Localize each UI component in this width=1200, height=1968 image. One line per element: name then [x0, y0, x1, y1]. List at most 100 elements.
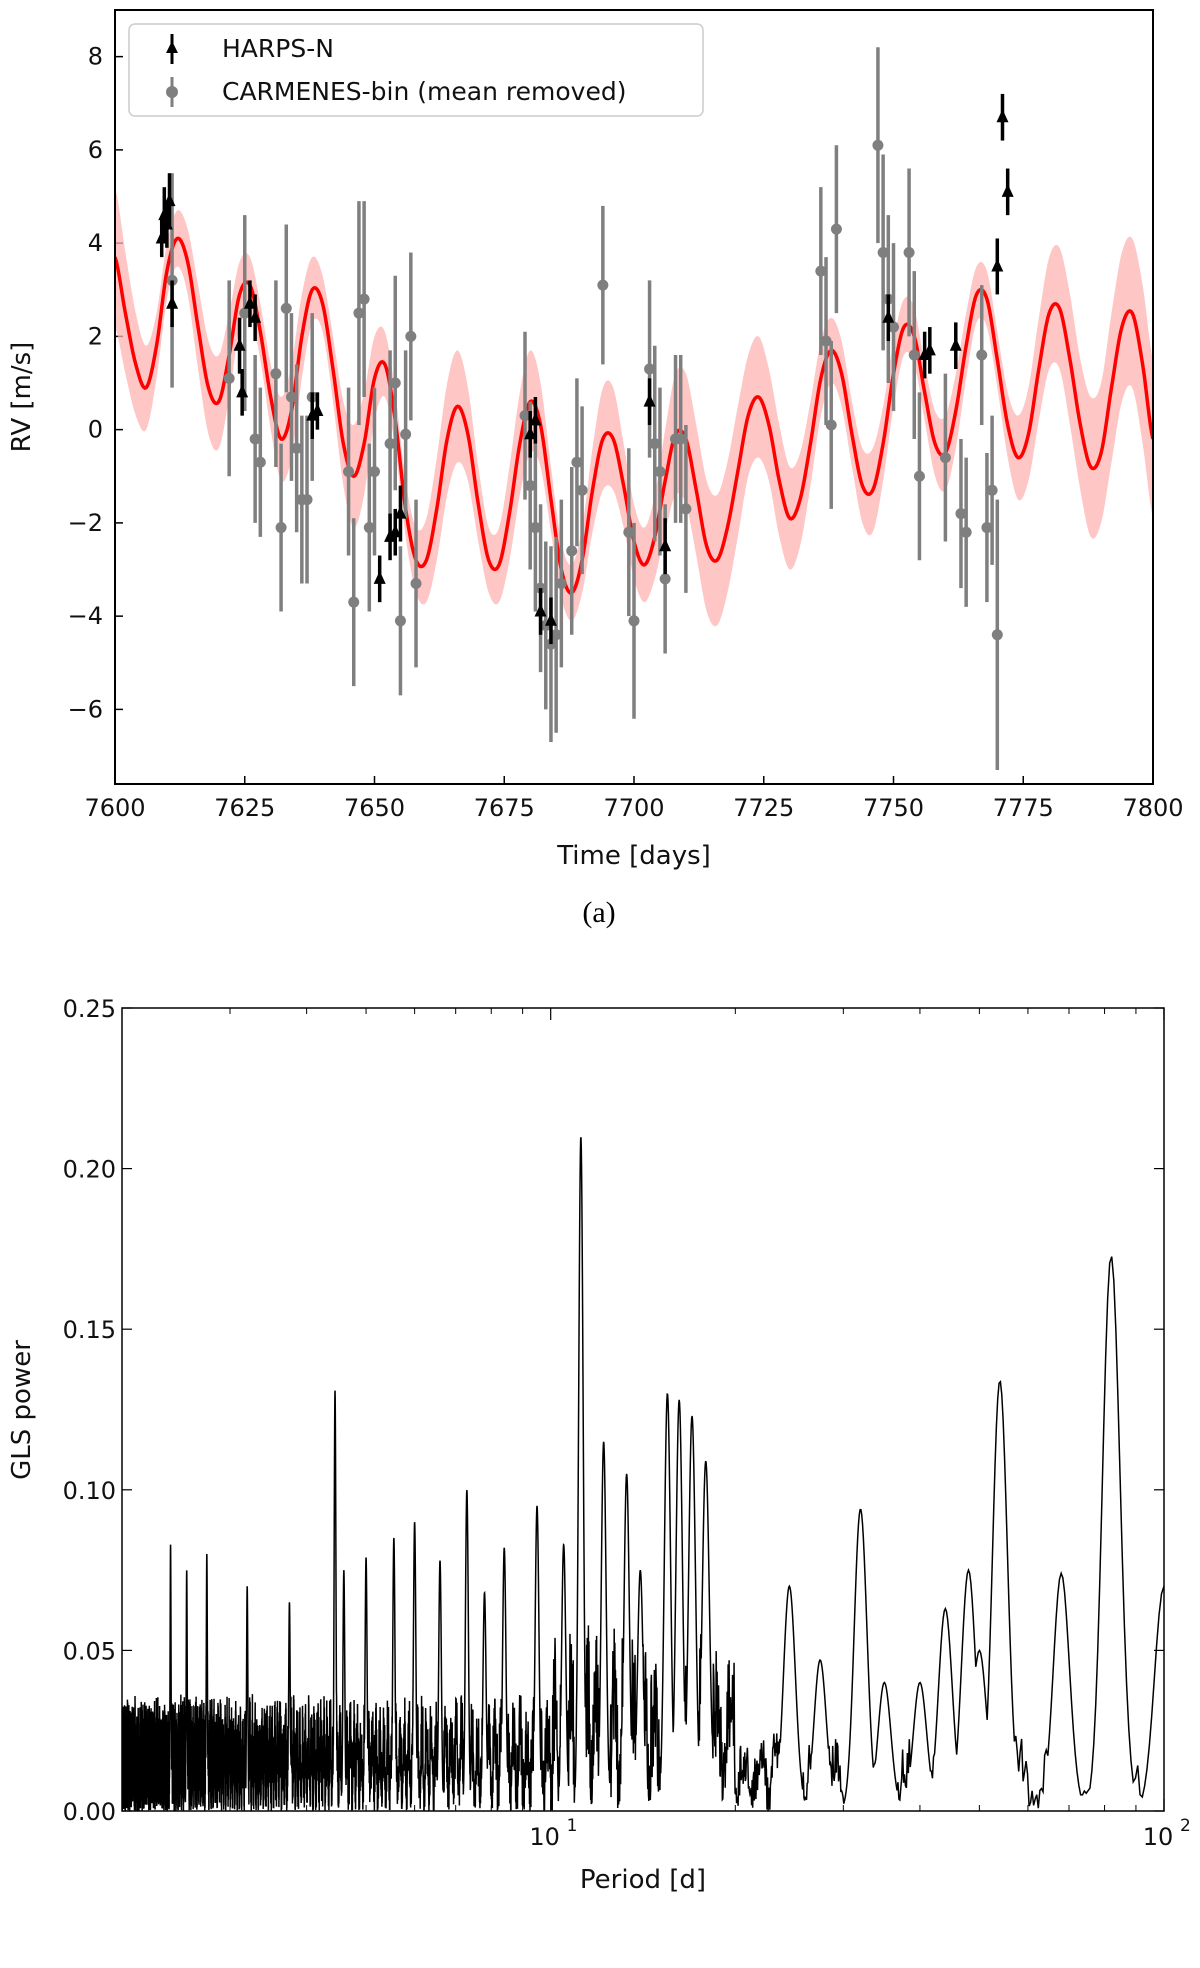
carmenes-point [519, 331, 531, 500]
carmenes-marker [249, 433, 261, 445]
rv-xtick-label: 7675 [474, 794, 535, 822]
harps-marker [923, 342, 936, 356]
gls-xtick-label: 10 [1143, 1823, 1174, 1851]
harps-point [949, 322, 962, 370]
carmenes-marker [976, 349, 988, 361]
rv-xtick-label: 7750 [863, 794, 924, 822]
carmenes-marker [960, 526, 972, 538]
carmenes-point [955, 438, 967, 589]
harps-marker [373, 570, 386, 584]
carmenes-marker [223, 372, 235, 384]
carmenes-marker [348, 596, 360, 608]
carmenes-marker [628, 615, 640, 627]
harps-point [991, 238, 1004, 295]
gls-ytick-label: 0.10 [63, 1477, 116, 1505]
harps-marker [918, 347, 931, 361]
carmenes-marker [566, 545, 578, 557]
carmenes-marker [410, 578, 422, 590]
carmenes-point [405, 252, 417, 421]
carmenes-point [903, 168, 915, 337]
carmenes-marker [571, 456, 583, 468]
carmenes-marker [913, 470, 925, 482]
carmenes-marker [524, 480, 536, 492]
carmenes-point [301, 415, 313, 584]
rv-xtick-label: 7700 [603, 794, 664, 822]
carmenes-point [675, 355, 687, 523]
harps-marker [991, 258, 1004, 272]
gls-xlabel: Period [d] [580, 1865, 706, 1895]
carmenes-point [555, 499, 567, 668]
carmenes-point [960, 457, 972, 607]
harps-point [243, 280, 256, 328]
carmenes-marker [680, 503, 692, 515]
carmenes-point [249, 355, 261, 523]
harps-marker [163, 193, 176, 207]
gls-xtick-exponent: 1 [567, 1816, 578, 1836]
rv-axis-ticks: 7600 7625 7650 7675 7700 7725 7750 7775 7800 −6 −4… [68, 43, 1184, 822]
harps-marker [659, 538, 672, 552]
rv-ytick-label: 0 [88, 416, 103, 444]
harps-point [1001, 168, 1014, 216]
gls-axis-ticks: 0.00 0.05 0.10 0.15 0.20 0.25 10 1 10 2 [63, 995, 1191, 1851]
carmenes-point [888, 243, 899, 411]
harps-point [389, 508, 402, 556]
carmenes-point [939, 373, 951, 542]
carmenes-marker [644, 363, 656, 375]
gls-periodogram-panel: 0.00 0.05 0.10 0.15 0.20 0.25 10 1 10 2 Period [d… [7, 995, 1191, 1895]
carmenes-marker [659, 573, 671, 585]
harps-marker [233, 337, 246, 351]
rv-xtick-label: 7625 [214, 794, 275, 822]
harps-marker [243, 295, 256, 309]
carmenes-point [649, 345, 661, 542]
carmenes-marker [400, 428, 412, 440]
gls-xtick-exponent: 2 [1180, 1816, 1191, 1836]
carmenes-marker [239, 307, 251, 319]
harps-marker [882, 309, 895, 323]
gls-ylabel: GLS power [7, 1340, 37, 1480]
harps-point [373, 555, 386, 603]
carmenes-marker [369, 466, 380, 478]
carmenes-point [644, 280, 656, 458]
carmenes-marker [654, 466, 666, 478]
carmenes-marker [815, 265, 827, 277]
carmenes-point [275, 443, 287, 612]
gls-power-curve [122, 1137, 1164, 1811]
carmenes-point [908, 271, 920, 439]
carmenes-marker [991, 629, 1003, 641]
harps-marker [996, 109, 1009, 123]
rv-ytick-label: 4 [88, 229, 103, 257]
carmenes-marker [649, 438, 661, 450]
carmenes-point [291, 364, 303, 533]
carmenes-point [623, 448, 635, 617]
harps-marker [236, 384, 249, 398]
harps-point [544, 597, 557, 645]
carmenes-point [680, 424, 692, 593]
carmenes-point [571, 378, 583, 547]
harps-marker [643, 393, 656, 407]
harps-point [534, 588, 547, 635]
harps-point [996, 93, 1009, 141]
legend-marker-harps [166, 34, 178, 64]
carmenes-marker [576, 484, 588, 496]
carmenes-point [991, 499, 1003, 771]
carmenes-marker [280, 302, 292, 314]
harps-point [311, 392, 324, 430]
carmenes-point [830, 145, 842, 314]
harps-marker [311, 402, 324, 416]
carmenes-marker [291, 442, 303, 454]
carmenes-point [270, 280, 282, 467]
carmenes-marker [363, 522, 375, 534]
gls-ytick-label: 0.20 [63, 1156, 116, 1184]
rv-plot-frame [114, 9, 1154, 785]
carmenes-marker [597, 279, 609, 291]
carmenes-marker [675, 433, 687, 445]
carmenes-marker [519, 410, 531, 422]
carmenes-point [877, 154, 889, 351]
carmenes-marker [358, 293, 370, 305]
rv-xlabel: Time [days] [556, 841, 711, 871]
carmenes-point [254, 387, 266, 537]
harps-marker [1001, 183, 1014, 197]
carmenes-marker [405, 330, 417, 342]
harps-marker [389, 524, 402, 538]
carmenes-point [394, 546, 406, 696]
